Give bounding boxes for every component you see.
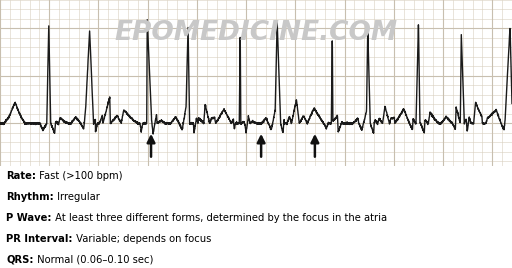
Text: At least three different forms, determined by the focus in the atria: At least three different forms, determin… (52, 213, 387, 223)
Text: Normal (0.06–0.10 sec): Normal (0.06–0.10 sec) (34, 255, 153, 265)
Text: Rhythm:: Rhythm: (6, 192, 54, 202)
Text: PR Interval:: PR Interval: (6, 234, 73, 244)
Text: EPOMEDICINE.COM: EPOMEDICINE.COM (115, 20, 397, 46)
Text: Rate:: Rate: (6, 171, 36, 181)
Text: QRS:: QRS: (6, 255, 34, 265)
Text: Variable; depends on focus: Variable; depends on focus (73, 234, 211, 244)
Text: P Wave:: P Wave: (6, 213, 52, 223)
Text: Fast (>100 bpm): Fast (>100 bpm) (36, 171, 123, 181)
Text: Irregular: Irregular (54, 192, 100, 202)
